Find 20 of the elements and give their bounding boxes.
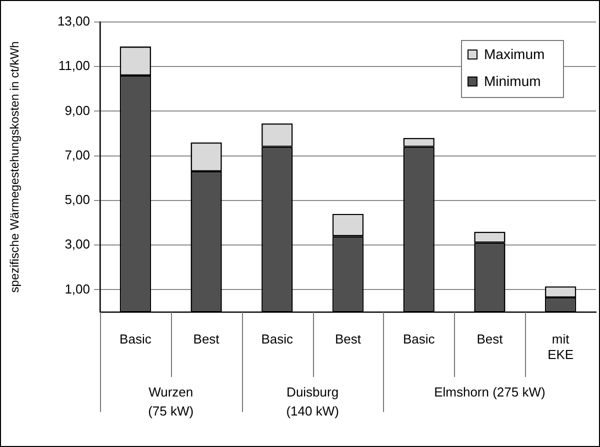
x-tick-label: Best <box>334 331 362 346</box>
y-tick-label: 11,00 <box>58 58 90 74</box>
y-tick-label: 3,00 <box>64 236 90 252</box>
text: Wurzen (75 kW) <box>148 384 194 419</box>
x-tick-label: Basic <box>402 331 436 346</box>
legend-label: Maximum <box>484 46 545 62</box>
text: Elmshorn (275 kW) <box>434 384 546 400</box>
y-tick-label: 5,00 <box>64 192 90 208</box>
y-tick-label: 13,00 <box>57 14 90 29</box>
x-tick-label: Basic <box>261 331 294 346</box>
x-tick-label: mit EKE <box>548 331 574 362</box>
legend-label: Minimum <box>484 72 541 89</box>
text: Duisburg (140 kW) <box>286 384 339 419</box>
y-tick-label: 9,00 <box>64 102 90 118</box>
x-tick-label: Basic <box>120 331 152 346</box>
x-tick-label: Best <box>476 331 504 346</box>
y-axis-title: spezifische Wärmegestehungskosten in ct/kWh <box>8 41 22 293</box>
x-tick-label: Best <box>193 331 220 346</box>
y-tick-label: 7,00 <box>64 147 90 162</box>
y-tick-label: 1,00 <box>64 281 90 296</box>
